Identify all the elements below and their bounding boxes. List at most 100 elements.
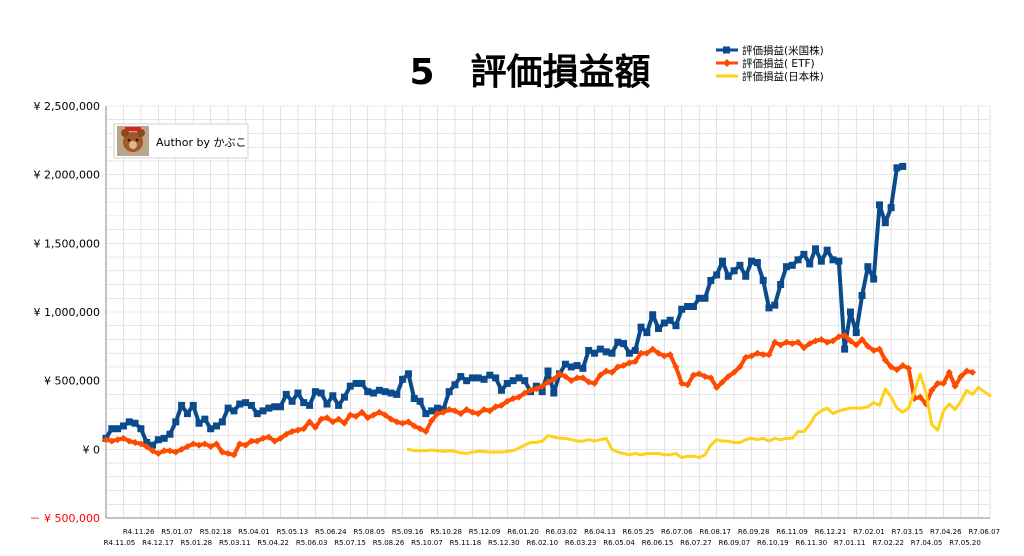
data-point: [335, 415, 343, 423]
data-point: [370, 389, 378, 397]
data-point: [492, 403, 500, 411]
data-point: [852, 329, 860, 337]
data-point: [718, 378, 726, 386]
data-point: [399, 419, 407, 427]
data-point: [497, 386, 505, 394]
x-tick-label: R6.12.21: [815, 528, 847, 536]
data-point: [468, 374, 476, 382]
data-point: [294, 389, 302, 397]
data-point: [806, 260, 814, 268]
data-point: [718, 257, 726, 265]
data-point: [340, 419, 348, 427]
data-point: [934, 379, 942, 387]
data-point: [236, 400, 244, 408]
data-point: [666, 316, 674, 324]
data-point: [224, 404, 232, 412]
data-point: [125, 437, 133, 445]
data-point: [311, 423, 319, 431]
y-tick-label: － ¥ 500,000: [30, 512, 100, 525]
data-point: [544, 378, 552, 386]
data-point: [201, 415, 209, 423]
data-point: [375, 408, 383, 416]
data-point: [573, 374, 581, 382]
data-point: [131, 419, 139, 427]
data-point: [608, 368, 616, 376]
data-point: [800, 344, 808, 352]
data-point: [829, 337, 837, 345]
data-point: [375, 386, 383, 394]
data-point: [207, 443, 215, 451]
data-point: [678, 305, 686, 313]
data-point: [823, 246, 831, 254]
legend-label: 評価損益(日本株): [742, 70, 824, 83]
data-point: [655, 349, 662, 357]
series-line: [406, 372, 992, 460]
data-point: [893, 164, 901, 172]
data-point: [201, 440, 209, 448]
y-tick-label: ¥ 2,000,000: [34, 169, 100, 182]
data-point: [358, 379, 366, 387]
x-tick-label: R6.01.20: [507, 528, 539, 536]
data-point: [753, 259, 761, 267]
data-point: [195, 441, 203, 449]
x-tick-label: R4.11.26: [123, 528, 155, 536]
data-point: [451, 407, 459, 415]
x-tick-label: R5.08.26: [373, 539, 405, 547]
data-point: [224, 449, 232, 457]
data-point: [497, 401, 505, 409]
data-point: [125, 418, 133, 426]
data-point: [800, 250, 808, 258]
data-point: [119, 422, 127, 430]
data-point: [236, 440, 244, 448]
data-point: [213, 440, 220, 448]
data-point: [329, 418, 337, 426]
data-point: [881, 356, 889, 364]
x-tick-label: R5.08.05: [353, 528, 385, 536]
x-tick-label: R5.12.09: [469, 528, 501, 536]
y-tick-label: ¥ 1,500,000: [34, 237, 100, 250]
data-point: [538, 388, 546, 396]
data-point: [527, 386, 535, 394]
x-tick-label: R6.05.25: [623, 528, 655, 536]
data-point: [282, 390, 290, 398]
data-point: [300, 425, 308, 433]
data-point: [899, 162, 907, 170]
data-point: [137, 440, 145, 448]
data-point: [876, 201, 883, 209]
data-point: [428, 416, 436, 424]
data-point: [689, 303, 697, 311]
x-tick-label: R5.05.13: [277, 528, 309, 536]
data-point: [149, 447, 157, 455]
data-point: [189, 401, 197, 409]
x-tick-label: R6.11.09: [776, 528, 808, 536]
data-point: [829, 256, 837, 264]
data-point: [748, 257, 756, 265]
data-point: [672, 322, 680, 330]
legend-label: 評価損益(米国株): [742, 44, 824, 57]
data-point: [131, 438, 139, 446]
data-point: [329, 392, 337, 400]
data-point: [817, 257, 825, 265]
author-label: Author by かぶこ: [156, 136, 247, 149]
data-point: [445, 406, 453, 414]
data-point: [591, 349, 599, 357]
data-point: [457, 373, 465, 381]
data-point: [271, 437, 279, 445]
data-point: [416, 425, 424, 433]
data-point: [503, 379, 511, 387]
data-point: [777, 281, 785, 289]
data-point: [905, 364, 913, 372]
data-point: [841, 331, 849, 339]
data-point: [474, 410, 482, 418]
data-point: [457, 410, 465, 418]
x-tick-label: R5.01.28: [181, 539, 213, 547]
x-tick-label: R5.06.24: [315, 528, 347, 536]
data-point: [969, 368, 977, 376]
data-point: [340, 393, 348, 401]
data-point: [573, 362, 581, 370]
data-point: [404, 418, 412, 426]
data-point: [625, 359, 633, 367]
x-tick-label: R7.06.07: [968, 528, 1000, 536]
data-point: [166, 447, 174, 455]
data-point: [253, 437, 261, 445]
